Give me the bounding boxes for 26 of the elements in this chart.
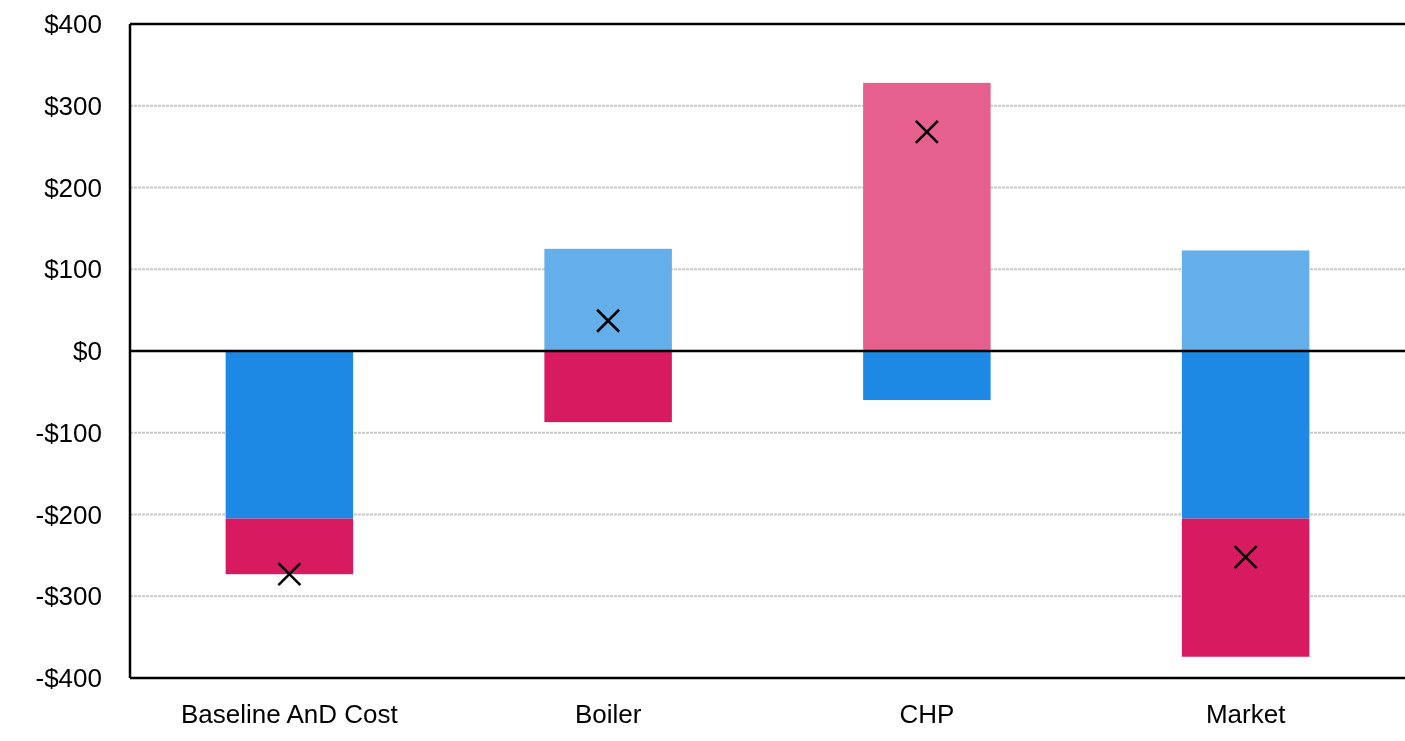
x-tick-label: Boiler (574, 699, 642, 729)
bar (1181, 518, 1310, 657)
bar (1181, 351, 1310, 519)
bar (863, 82, 991, 351)
bar (225, 351, 354, 519)
y-tick-label: $0 (73, 336, 102, 367)
bar (544, 248, 672, 351)
y-tick-label: $400 (44, 9, 102, 40)
y-tick-label: -$400 (35, 663, 102, 694)
point (914, 119, 940, 145)
x-tick-label: Baseline AnD Cost (180, 699, 399, 729)
bar (1181, 250, 1310, 351)
y-tick-label: -$200 (35, 499, 102, 530)
y-tick-label: $300 (44, 90, 102, 121)
y-tick-label: $200 (44, 172, 102, 203)
y-tick-label: -$100 (35, 417, 102, 448)
bar (225, 518, 354, 575)
point (1233, 544, 1258, 570)
y-tick-label: -$300 (35, 581, 102, 612)
x-tick-label: Market (1205, 699, 1287, 729)
bar (863, 351, 991, 401)
point (595, 308, 621, 333)
x-tick-label: CHP (899, 699, 955, 729)
y-tick-label: $100 (44, 254, 102, 285)
point (277, 561, 302, 587)
bar (544, 351, 672, 423)
